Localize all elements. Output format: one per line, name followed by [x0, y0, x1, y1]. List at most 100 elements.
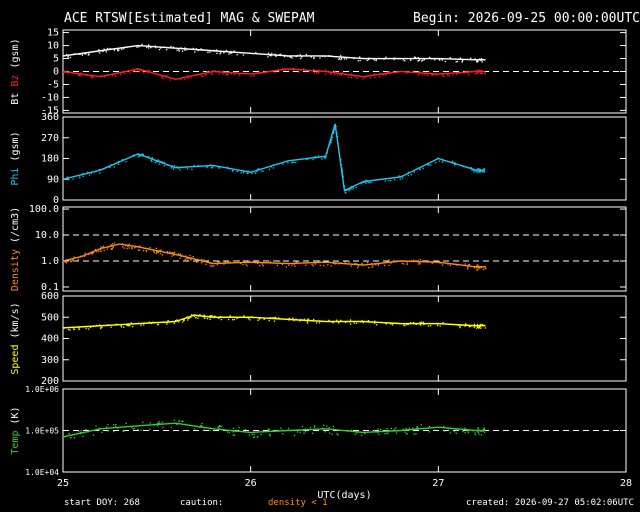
density-data-point — [422, 260, 424, 262]
mag-data-point — [392, 57, 395, 59]
speed-data-point — [385, 323, 387, 325]
mag-data-point — [393, 58, 395, 61]
temp-data-point — [209, 427, 211, 429]
speed-data-point — [195, 317, 197, 319]
mag-data-point — [164, 75, 166, 77]
temp-data-point — [313, 426, 316, 428]
mag-data-point — [80, 74, 82, 77]
mag-data-point — [120, 73, 122, 76]
temp-data-point — [184, 423, 186, 426]
speed-data-point — [157, 323, 159, 326]
mag-data-point — [484, 59, 486, 61]
temp-ytick-label: 1.0E+04 — [25, 468, 59, 477]
mag-data-point — [422, 74, 424, 76]
speed-data-point — [332, 322, 334, 324]
density-data-point — [125, 244, 127, 247]
mag-data-point — [274, 53, 276, 55]
mag-data-point — [238, 72, 241, 75]
speed-data-point — [473, 326, 475, 328]
speed-data-point — [90, 326, 92, 329]
speed-data-point — [197, 317, 199, 319]
density-data-point — [121, 243, 124, 245]
density-data-point — [242, 263, 244, 266]
density-data-point — [467, 266, 469, 268]
mag-data-point — [447, 73, 449, 75]
phi-data-point — [256, 170, 258, 172]
density-ytick-label: 100.0 — [29, 204, 59, 215]
density-data-point — [138, 249, 141, 251]
mag-data-point — [149, 69, 151, 72]
speed-data-point — [397, 322, 399, 324]
mag-data-point — [234, 73, 236, 76]
phi-data-point — [370, 181, 372, 183]
speed-data-point — [367, 320, 370, 322]
mag-data-point — [410, 59, 412, 61]
mag-data-point — [315, 69, 317, 72]
temp-data-point — [464, 432, 466, 434]
phi-data-point — [333, 132, 335, 134]
density-data-point — [122, 246, 124, 248]
mag-data-point — [160, 47, 162, 49]
temp-data-point — [395, 427, 397, 429]
temp-data-point — [70, 437, 72, 439]
mag-data-point — [202, 49, 204, 51]
speed-data-point — [383, 322, 386, 324]
speed-data-point — [114, 324, 117, 326]
mag-data-point — [278, 54, 281, 56]
density-data-point — [161, 254, 164, 256]
phi-ytick-label: 270 — [41, 133, 59, 144]
density-data-point — [205, 260, 207, 263]
mag-data-point — [195, 48, 198, 50]
phi-data-point — [407, 174, 409, 177]
phi-data-point — [367, 181, 369, 183]
temp-data-point — [477, 428, 479, 430]
phi-data-point — [483, 170, 485, 172]
speed-data-point — [263, 318, 265, 320]
temp-data-point — [97, 428, 99, 430]
speed-data-point — [337, 321, 340, 323]
phi-data-point — [246, 172, 248, 174]
temp-data-point — [296, 431, 299, 433]
phi-data-point — [251, 172, 253, 175]
speed-data-point — [478, 326, 480, 328]
density-data-point — [137, 249, 140, 251]
temp-data-point — [322, 424, 325, 426]
density-data-point — [319, 260, 321, 262]
temp-data-point — [377, 428, 379, 430]
phi-data-point — [258, 168, 260, 170]
mag-data-point — [138, 46, 140, 48]
temp-data-point — [244, 428, 246, 431]
phi-ytick-label: 360 — [41, 112, 59, 123]
mag-data-point — [454, 58, 456, 60]
density-data-point — [102, 247, 105, 249]
speed-data-point — [257, 319, 259, 322]
density-data-point — [410, 260, 412, 262]
phi-data-point — [329, 144, 331, 146]
speed-data-point — [404, 325, 406, 327]
mag-data-point — [138, 71, 140, 73]
density-data-point — [401, 262, 403, 265]
mag-data-point — [301, 56, 303, 58]
mag-data-point — [121, 48, 123, 50]
mag-data-point — [267, 56, 269, 58]
phi-data-point — [79, 177, 81, 179]
density-data-point — [419, 261, 421, 263]
mag-data-point — [240, 52, 242, 54]
phi-data-point — [330, 142, 332, 144]
mag-data-point — [346, 74, 348, 76]
mag-data-point — [340, 58, 342, 61]
mag-data-point — [106, 47, 109, 50]
temp-data-point — [417, 427, 419, 429]
mag-data-point — [357, 60, 359, 62]
phi-data-point — [173, 167, 175, 169]
speed-data-point — [69, 329, 71, 331]
phi-data-point — [68, 178, 70, 181]
mag-data-point — [227, 73, 229, 76]
mag-data-point — [432, 73, 435, 76]
temp-data-point — [233, 434, 236, 436]
mag-data-point — [484, 73, 486, 75]
density-data-point — [157, 251, 159, 254]
density-data-point — [196, 261, 198, 264]
mag-data-point — [136, 46, 138, 48]
temp-ytick-label: 1.0E+05 — [25, 427, 59, 436]
